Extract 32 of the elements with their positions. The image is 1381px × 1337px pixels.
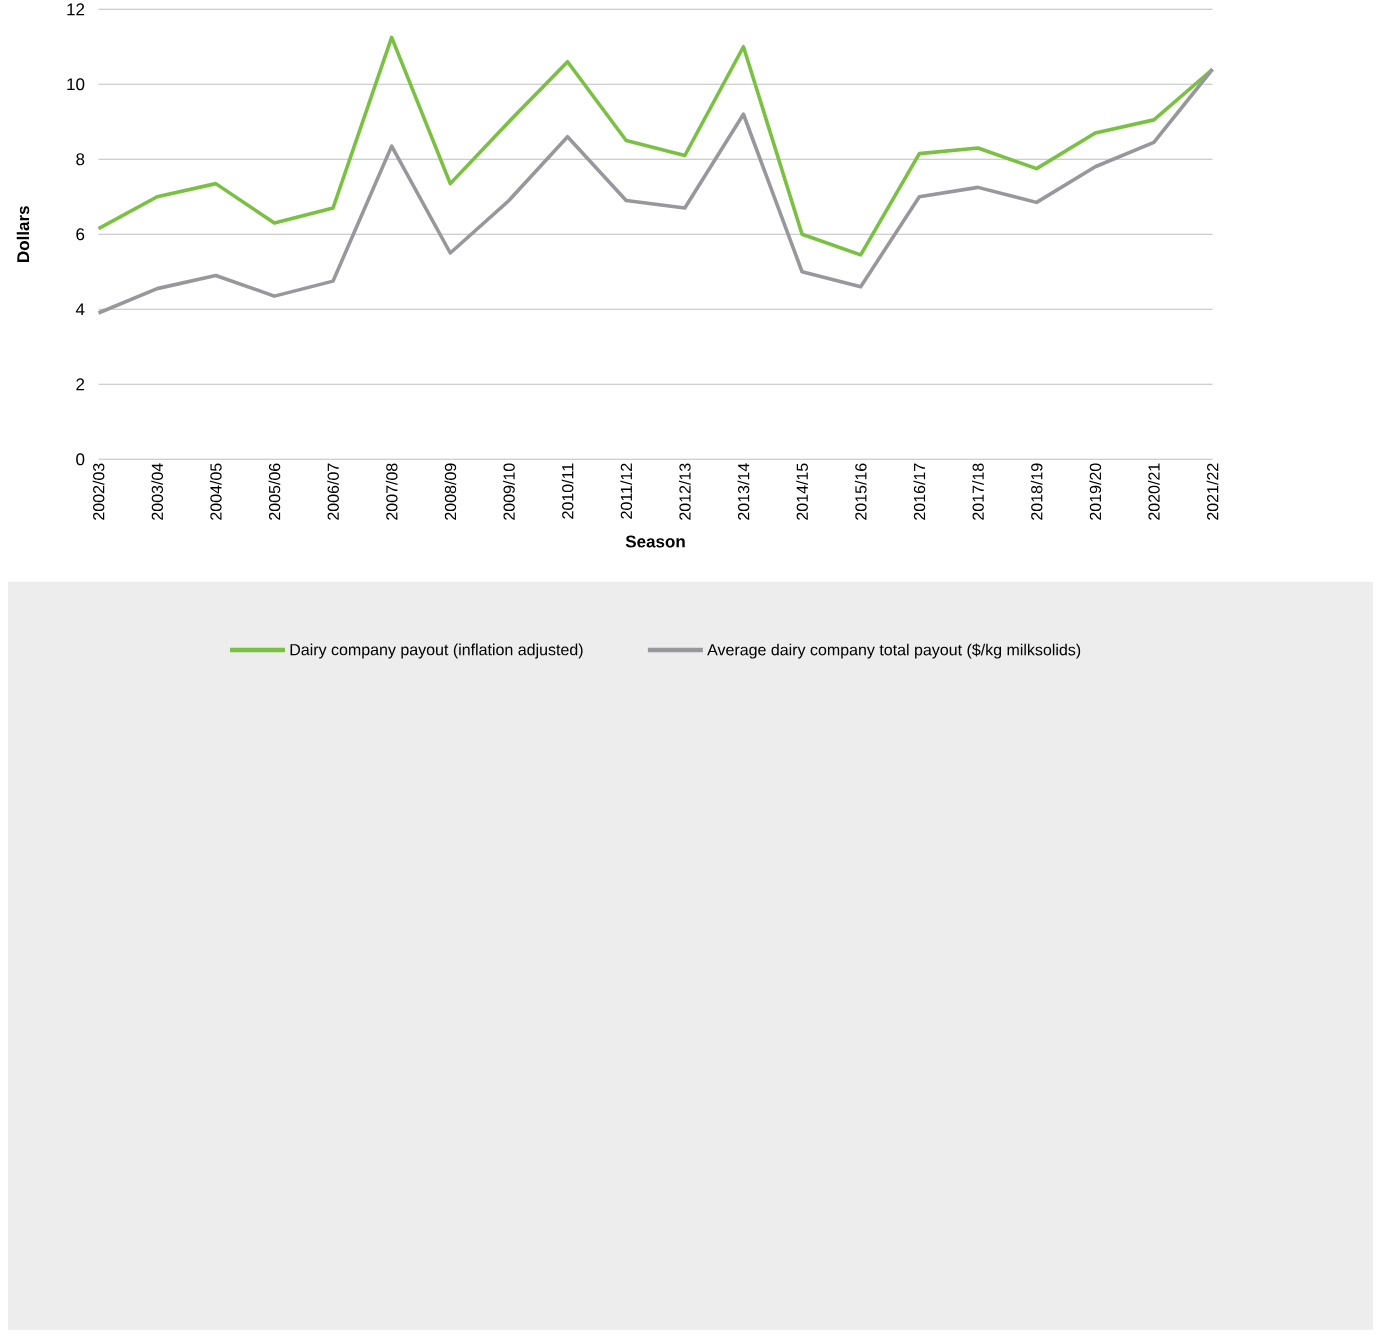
x-tick-label: 2014/15 — [796, 463, 808, 520]
x-tick-label: 2009/10 — [503, 463, 515, 520]
y-tick-label: 4 — [75, 303, 85, 316]
x-tick-label: 2008/09 — [444, 463, 457, 520]
y-tick-label: 2 — [76, 378, 85, 391]
x-tick-label: 2021/22 — [1206, 463, 1219, 520]
x-tick-label: 2017/18 — [972, 463, 984, 520]
x-tick-label: 2016/17 — [913, 463, 926, 520]
x-tick-label: 2002/03 — [92, 463, 105, 520]
x-tick-label: 2018/19 — [1030, 463, 1043, 520]
y-tick-label: 10 — [67, 78, 85, 91]
x-tick-label: 2004/05 — [209, 463, 222, 520]
y-tick-label: 12 — [67, 3, 85, 16]
x-tick-label: 2003/04 — [151, 463, 164, 520]
y-axis-title: Dollars — [16, 206, 30, 263]
x-axis-title: Season — [625, 535, 685, 548]
y-tick-label: 8 — [76, 153, 85, 166]
x-tick-label: 2011/12 — [620, 463, 633, 519]
x-tick-label: 2013/14 — [737, 463, 750, 520]
x-tick-label: 2006/07 — [327, 463, 339, 520]
x-tick-label: 2019/20 — [1089, 463, 1102, 520]
legend-label: Average dairy company total payout ($/kg milksolids) — [707, 643, 1081, 659]
x-tick-label: 2020/21 — [1147, 463, 1160, 520]
x-tick-label: 2012/13 — [678, 463, 691, 520]
x-tick-label: 2010/11 — [561, 463, 574, 519]
x-tick-label: 2015/16 — [854, 463, 867, 520]
y-tick-label: 0 — [76, 453, 85, 466]
x-tick-label: 2005/06 — [268, 463, 281, 520]
x-tick-label: 2007/08 — [385, 463, 398, 520]
y-tick-label: 6 — [76, 228, 85, 241]
legend-label: Dairy company payout (inflation adjusted) — [290, 643, 583, 659]
line-series — [96, 67, 1215, 315]
